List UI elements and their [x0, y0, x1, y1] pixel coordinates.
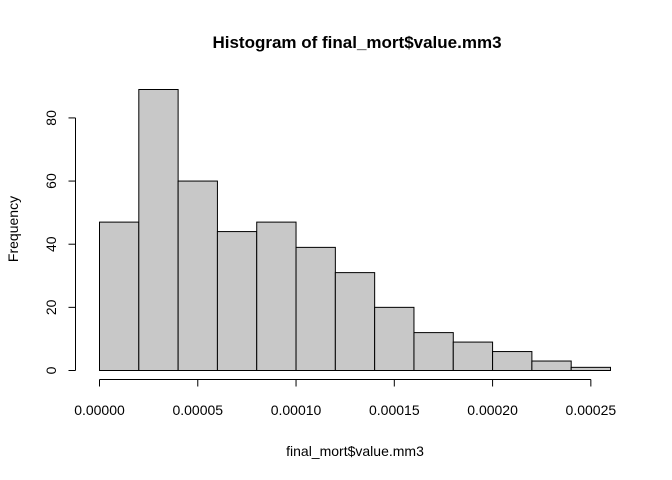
- y-axis-label: Frequency: [5, 196, 21, 262]
- x-tick-label-5: 0.00025: [566, 402, 617, 418]
- y-tick-label-3: 60: [43, 173, 59, 189]
- x-axis: 0.00000 0.00005 0.00010 0.00015 0.00020 0.000…: [74, 379, 617, 418]
- x-tick-label-0: 0.00000: [74, 402, 125, 418]
- histogram-bar-7: [374, 306, 415, 372]
- histogram-bar-6: [334, 272, 376, 371]
- x-tick-label-2: 0.00010: [271, 402, 322, 418]
- y-tick-label-1: 20: [43, 299, 59, 315]
- histogram-bar-5: [295, 246, 336, 371]
- y-tick-label-0: 0: [43, 366, 59, 374]
- histogram-bar-11: [531, 360, 572, 371]
- histogram-bar-9: [452, 341, 494, 371]
- x-tick-label-1: 0.00005: [172, 402, 223, 418]
- histogram-bar-2: [177, 180, 218, 371]
- bars-group: [99, 89, 612, 372]
- histogram-bar-10: [492, 351, 533, 371]
- x-tick-label-3: 0.00015: [369, 402, 420, 418]
- histogram-bar-3: [216, 231, 258, 371]
- x-tick-label-4: 0.00020: [467, 402, 518, 418]
- histogram-bar-0: [99, 221, 140, 371]
- y-axis: 0 20 40 60 80: [43, 110, 76, 374]
- y-tick-label-2: 40: [43, 236, 59, 252]
- x-axis-label: final_mort$value.mm3: [286, 443, 424, 459]
- histogram-bar-1: [138, 89, 179, 371]
- histogram-bar-4: [256, 221, 297, 371]
- y-tick-label-4: 80: [43, 110, 59, 126]
- chart-title: Histogram of final_mort$value.mm3: [212, 33, 501, 52]
- histogram-bar-8: [413, 332, 454, 371]
- histogram-bar-12: [570, 366, 612, 371]
